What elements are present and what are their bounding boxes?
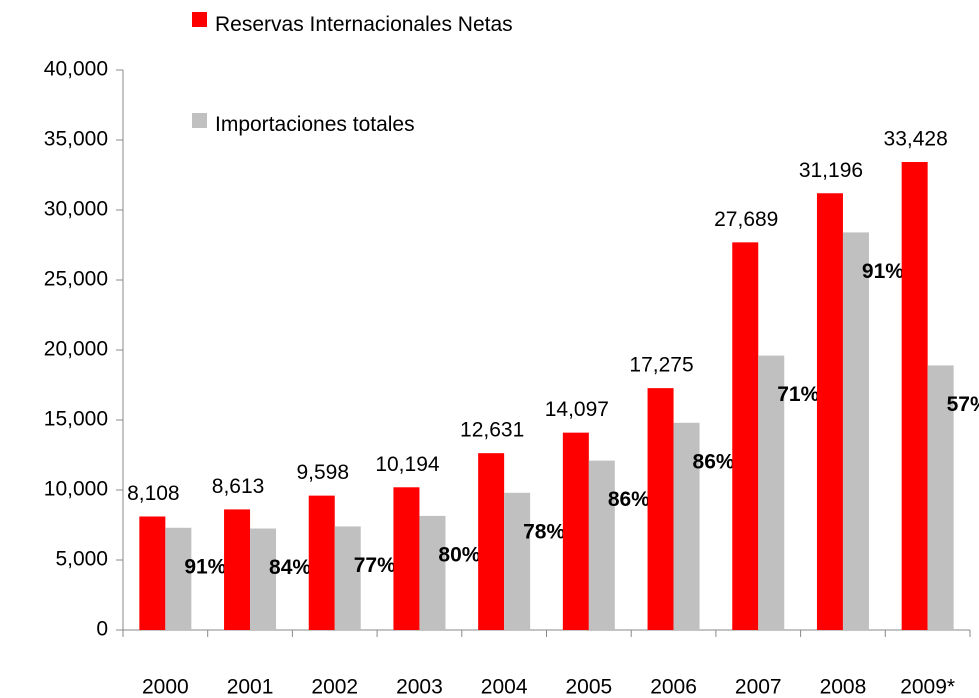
y-tick-label: 20,000	[44, 338, 108, 361]
bar	[308, 495, 335, 630]
annotation: 57%	[947, 393, 979, 416]
bar	[165, 527, 192, 630]
y-tick-label: 25,000	[44, 268, 108, 291]
value-label: 27,689	[714, 208, 778, 231]
bar	[139, 516, 166, 630]
annotation: 91%	[862, 260, 904, 283]
value-label: 8,613	[212, 475, 265, 498]
legend-swatch	[192, 113, 207, 128]
x-tick-label: 2009*	[900, 676, 955, 698]
annotation: 86%	[693, 450, 735, 473]
value-label: 17,275	[629, 354, 693, 377]
bar	[758, 355, 785, 630]
x-tick-label: 2005	[565, 676, 612, 698]
bar	[419, 515, 446, 630]
bar	[504, 492, 531, 630]
annotation: 86%	[608, 488, 650, 511]
value-label: 12,631	[460, 419, 524, 442]
bar	[250, 528, 277, 630]
x-tick-label: 2007	[735, 676, 782, 698]
x-tick-label: 2000	[142, 676, 189, 698]
bar	[673, 422, 700, 630]
bar	[588, 460, 615, 630]
bar	[732, 242, 759, 630]
x-tick-label: 2008	[820, 676, 867, 698]
y-tick-label: 30,000	[44, 198, 108, 221]
bar	[842, 232, 869, 630]
x-tick-label: 2004	[481, 676, 528, 698]
bar	[224, 509, 251, 630]
annotation: 78%	[523, 520, 565, 543]
value-label: 14,097	[545, 398, 609, 421]
bar	[562, 432, 589, 630]
bar	[816, 193, 843, 631]
x-tick-label: 2003	[396, 676, 443, 698]
annotation: 71%	[777, 383, 819, 406]
value-label: 8,108	[127, 482, 180, 505]
annotation: 80%	[438, 543, 480, 566]
legend-label: Importaciones totales	[215, 113, 415, 136]
bar	[927, 365, 954, 630]
y-tick-label: 5,000	[55, 548, 108, 571]
legend-swatch	[192, 12, 207, 27]
x-tick-label: 2006	[650, 676, 697, 698]
y-tick-label: 0	[96, 618, 108, 641]
bar	[647, 388, 674, 630]
value-label: 9,598	[296, 461, 349, 484]
x-tick-label: 2002	[311, 676, 358, 698]
annotation: 84%	[269, 556, 311, 579]
value-label: 31,196	[799, 159, 863, 182]
bar	[478, 453, 505, 630]
bar	[901, 162, 928, 630]
value-label: 10,194	[375, 453, 440, 476]
x-tick-label: 2001	[227, 676, 274, 698]
bar	[334, 526, 361, 630]
y-tick-label: 15,000	[44, 408, 108, 431]
annotation: 91%	[184, 555, 226, 578]
legend-label: Reservas Internacionales Netas	[215, 13, 513, 36]
value-label: 33,428	[884, 128, 948, 151]
annotation: 77%	[354, 554, 396, 577]
y-tick-label: 40,000	[44, 58, 108, 81]
y-tick-label: 35,000	[44, 128, 108, 151]
y-tick-label: 10,000	[44, 478, 108, 501]
bar	[393, 487, 420, 630]
